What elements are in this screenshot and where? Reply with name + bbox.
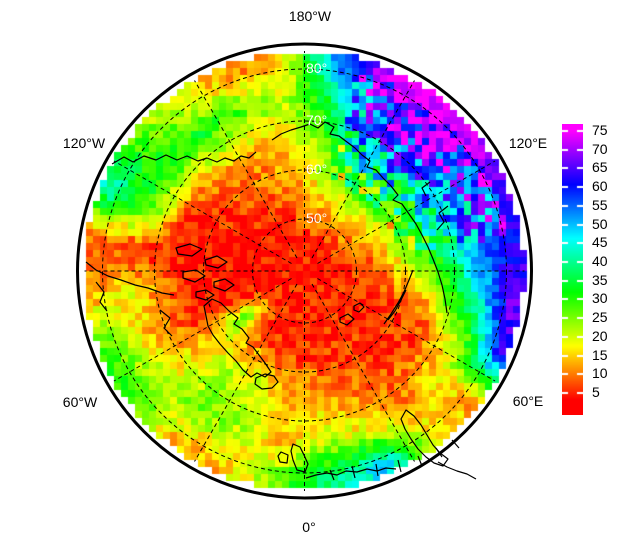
latitude-label: 50° (306, 210, 327, 226)
coastline-scandinavia (400, 409, 477, 480)
meridian-line (311, 80, 415, 259)
meridian-label-60w: 60°W (62, 394, 98, 410)
coastline-svalbard (339, 302, 365, 326)
colorbar-tick-label: 50 (592, 216, 608, 232)
coastline-ob-inlet (421, 181, 449, 231)
meridian-line (311, 283, 415, 462)
colorbar-tick-label: 55 (592, 197, 608, 213)
colorbar-tick-label: 75 (592, 122, 608, 138)
meridian-line (113, 278, 292, 382)
colorbar-gradient (562, 124, 583, 415)
latitude-labels: 50° 60° 70° 80° (306, 60, 327, 226)
colorbar-tick-label: 65 (592, 159, 608, 175)
meridian-label-180w: 180°W (288, 8, 332, 24)
colorbar-tick-label: 45 (592, 234, 608, 250)
coastline-europe (305, 439, 460, 481)
graticule-grid (84, 51, 525, 491)
meridian-label-60e: 60°E (512, 393, 544, 409)
coastline-alaska (111, 151, 257, 165)
coastline-greenland (203, 298, 272, 378)
coastline-iceland (254, 373, 279, 390)
latitude-circle (102, 68, 507, 474)
colorbar-tick-label: 10 (592, 365, 608, 381)
meridian-line (317, 160, 496, 264)
colorbar-tick-label: 40 (592, 253, 608, 269)
latitude-label: 80° (306, 60, 327, 76)
colorbar-tick-label: 15 (592, 347, 608, 363)
map-outer-border (76, 42, 533, 500)
meridian-line (194, 80, 298, 259)
coastline-siberia (271, 121, 448, 314)
colorbar-tick-label: 25 (592, 309, 608, 325)
meridian-line (317, 278, 496, 382)
meridian-label-0: 0° (302, 519, 316, 535)
colorbar-tick-label: 20 (592, 328, 608, 344)
latitude-circle (154, 120, 455, 422)
coastlines (85, 121, 477, 481)
latitude-circle (203, 169, 406, 373)
coastline-archipelago (175, 243, 235, 301)
meridian-label-120e: 120°E (508, 135, 548, 151)
latitude-label: 70° (306, 112, 327, 128)
colorbar-tick-label: 30 (592, 290, 608, 306)
colorbar-tick-label: 60 (592, 178, 608, 194)
meridian-line (194, 283, 298, 462)
colorbar-tick-label: 70 (592, 141, 608, 157)
colorbar-tick-label: 5 (592, 384, 600, 400)
latitude-label: 60° (306, 161, 327, 177)
coastline-canada (85, 261, 175, 337)
meridian-line (113, 160, 292, 264)
meridian-label-120w: 120°W (62, 135, 106, 151)
coastline-britain (277, 443, 309, 473)
coastline-novaya-zemlya (383, 269, 414, 325)
colorbar-tick-label: 35 (592, 272, 608, 288)
